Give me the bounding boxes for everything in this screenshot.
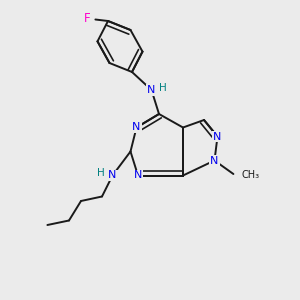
Text: N: N — [213, 131, 222, 142]
Text: N: N — [147, 85, 156, 95]
Text: N: N — [210, 155, 219, 166]
Text: CH₃: CH₃ — [242, 170, 260, 181]
Text: H: H — [159, 82, 167, 93]
Text: N: N — [132, 122, 141, 133]
Text: H: H — [97, 167, 105, 178]
Text: F: F — [84, 12, 91, 25]
Text: N: N — [134, 170, 142, 181]
Text: N: N — [108, 170, 117, 181]
